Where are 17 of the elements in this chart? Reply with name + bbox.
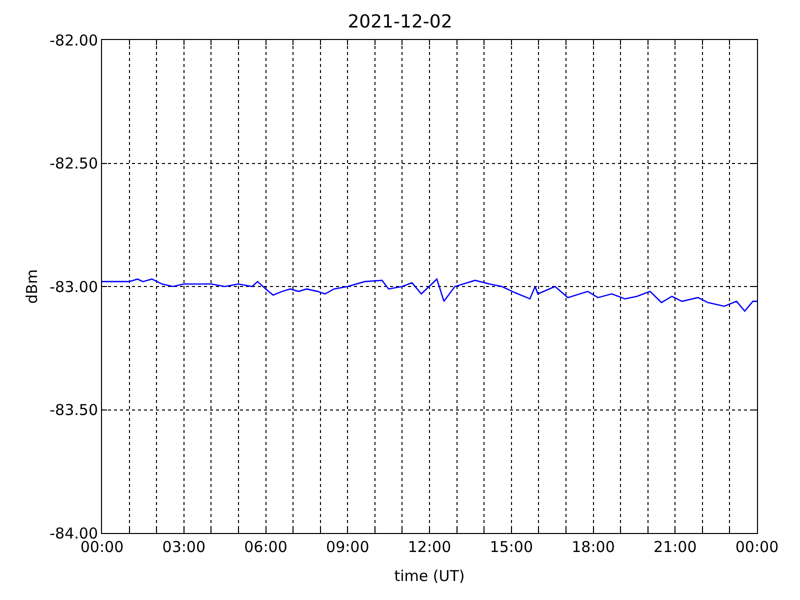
y-tick-label: -82.50 — [50, 154, 98, 172]
y-tick-label: -83.00 — [50, 278, 98, 296]
x-tick-label: 03:00 — [162, 538, 206, 556]
x-tick-label: 18:00 — [572, 538, 615, 556]
x-tick-label: 15:00 — [490, 538, 533, 556]
x-tick-label: 09:00 — [326, 538, 370, 556]
y-tick-label: -82.00 — [50, 31, 98, 50]
x-tick-label: 00:00 — [735, 538, 779, 556]
y-axis-title: dBm — [22, 269, 41, 304]
y-tick-label: -83.50 — [50, 401, 98, 419]
x-tick-label: 21:00 — [654, 538, 697, 556]
chart-title: 2021-12-02 — [348, 11, 452, 32]
x-tick-label: 00:00 — [80, 538, 124, 556]
x-tick-label: 06:00 — [244, 538, 288, 556]
x-tick-label: 12:00 — [408, 538, 452, 556]
x-axis-title: time (UT) — [394, 567, 465, 585]
line-series — [102, 278, 757, 312]
